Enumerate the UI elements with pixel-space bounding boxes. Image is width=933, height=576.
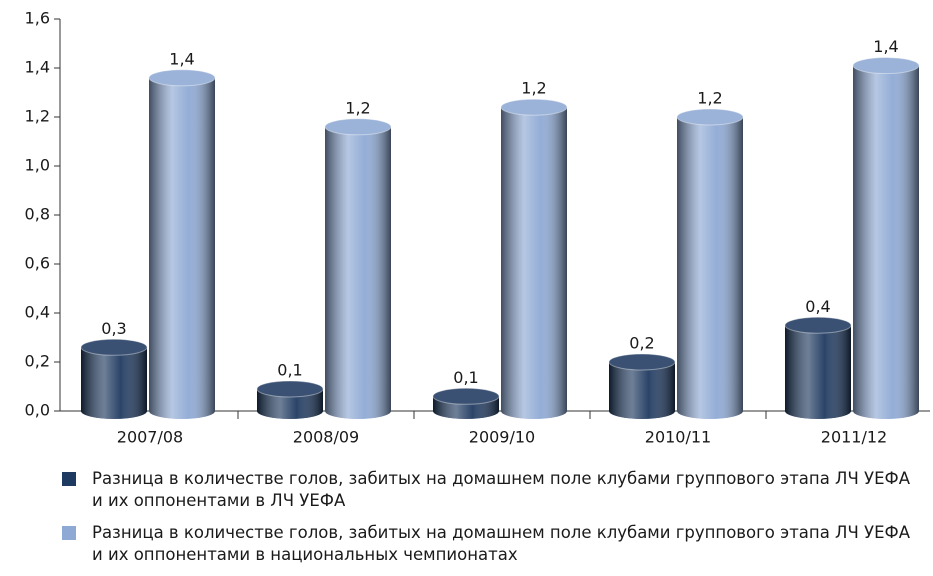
cylinder-top <box>80 338 148 356</box>
cylinder-top <box>500 98 568 116</box>
bar-shade <box>325 126 391 412</box>
cylinder-top <box>324 118 392 136</box>
bar-shade <box>149 77 215 412</box>
cylinder-top <box>852 57 920 75</box>
cylinder-top-shade <box>257 380 323 397</box>
value-label: 1,2 <box>521 79 546 98</box>
cylinder-top-shade <box>677 109 743 125</box>
value-label: 0,2 <box>629 334 654 353</box>
bar-shade <box>677 117 743 411</box>
cylinder-top-shade <box>609 354 675 370</box>
y-tick-label: 0,0 <box>25 401 50 420</box>
bar-shade <box>501 107 567 411</box>
legend-swatch <box>62 472 76 486</box>
x-tick-label: 2011/12 <box>821 428 887 447</box>
cylinder-top-shade <box>149 69 215 86</box>
bar-shade <box>81 347 147 411</box>
legend-entry: Разница в количестве голов, забитых на д… <box>62 522 932 566</box>
value-label: 1,4 <box>169 49 194 68</box>
y-tick-label: 1,2 <box>25 107 50 126</box>
bar-shade <box>609 362 675 411</box>
y-tick-label: 1,0 <box>25 156 50 175</box>
value-label: 0,3 <box>101 319 126 338</box>
value-label: 0,1 <box>277 360 302 379</box>
y-tick-label: 0,4 <box>25 303 50 322</box>
cylinder-top <box>608 353 676 371</box>
value-label: 1,2 <box>345 98 370 117</box>
x-tick-label: 2007/08 <box>117 428 183 447</box>
cylinder-top-shade <box>325 118 391 135</box>
cylinder-top <box>432 387 500 405</box>
legend-swatch <box>62 526 76 540</box>
y-tick-label: 0,2 <box>25 352 50 371</box>
y-tick-label: 0,8 <box>25 205 50 224</box>
legend-label: Разница в количестве голов, забитых на д… <box>92 469 910 510</box>
cylinder-top-shade <box>785 317 851 334</box>
cylinder-top <box>148 69 216 87</box>
x-tick-label: 2010/11 <box>645 428 711 447</box>
chart: 0,0 0,2 0,4 0,6 0,8 1,0 1,2 1,4 1,6 2007/08 0,3 1,4… <box>25 9 930 447</box>
legend: Разница в количестве голов, забитых на д… <box>62 468 932 576</box>
cylinder-top <box>256 380 324 398</box>
y-tick-label: 1,4 <box>25 58 50 77</box>
cylinder-top <box>676 108 744 126</box>
cylinder-top <box>784 316 852 334</box>
cylinder-top-shade <box>501 99 567 116</box>
x-tick-label: 2008/09 <box>293 428 359 447</box>
value-label: 0,4 <box>805 297 830 316</box>
bar-shade <box>785 325 851 411</box>
x-tick-label: 2009/10 <box>469 428 535 447</box>
legend-label: Разница в количестве голов, забитых на д… <box>92 523 910 564</box>
cylinder-top-shade <box>81 339 147 356</box>
cylinder-top-shade <box>433 388 499 405</box>
value-label: 0,1 <box>453 368 478 387</box>
cylinder-top-shade <box>853 57 919 74</box>
y-tick-label: 1,6 <box>25 9 50 28</box>
bar-shade <box>853 65 919 412</box>
y-tick-label: 0,6 <box>25 254 50 273</box>
value-label: 1,4 <box>873 37 898 56</box>
legend-entry: Разница в количестве голов, забитых на д… <box>62 468 932 512</box>
value-label: 1,2 <box>697 89 722 108</box>
